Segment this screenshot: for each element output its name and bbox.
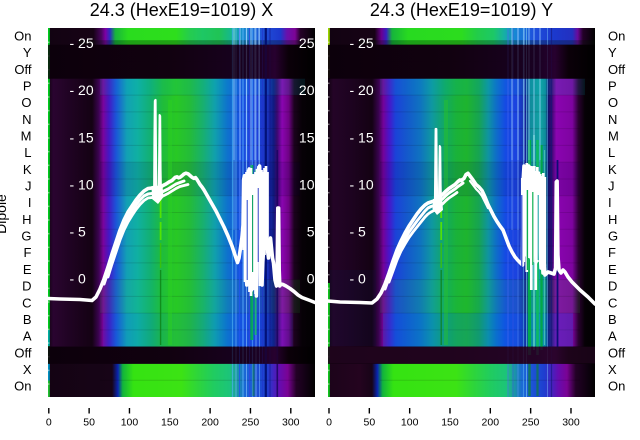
svg-text:250: 250 — [522, 417, 540, 429]
svg-text:Y: Y — [608, 45, 617, 60]
svg-text:P: P — [608, 78, 617, 93]
svg-text:24.3 (HexE19=1019) Y: 24.3 (HexE19=1019) Y — [370, 0, 553, 20]
svg-text:M: M — [608, 128, 619, 143]
svg-text:J: J — [608, 179, 615, 194]
svg-text:200: 200 — [201, 417, 219, 429]
svg-text:200: 200 — [482, 417, 500, 429]
svg-text:O: O — [608, 95, 618, 110]
svg-text:On: On — [14, 28, 31, 43]
svg-text:150: 150 — [161, 417, 179, 429]
svg-text:F: F — [24, 245, 32, 260]
svg-text:X: X — [608, 362, 617, 377]
svg-text:- 15: - 15 — [350, 129, 374, 145]
svg-text:- 25: - 25 — [350, 35, 374, 51]
svg-text:- 20: - 20 — [70, 82, 94, 98]
svg-text:G: G — [21, 229, 31, 244]
svg-text:0: 0 — [46, 417, 52, 429]
svg-text:- 10: - 10 — [70, 176, 94, 192]
svg-text:300: 300 — [282, 417, 300, 429]
svg-text:Off: Off — [14, 345, 31, 360]
svg-text:O: O — [21, 95, 31, 110]
svg-text:0: 0 — [307, 271, 315, 287]
svg-text:On: On — [608, 379, 625, 394]
svg-text:50: 50 — [83, 417, 95, 429]
svg-text:- 10: - 10 — [350, 176, 374, 192]
svg-text:250: 250 — [242, 417, 260, 429]
svg-text:L: L — [608, 145, 615, 160]
svg-text:10: 10 — [299, 176, 315, 192]
svg-text:G: G — [608, 229, 618, 244]
svg-text:A: A — [608, 329, 617, 344]
svg-text:H: H — [22, 212, 31, 227]
svg-text:K: K — [23, 162, 32, 177]
svg-text:I: I — [28, 195, 32, 210]
svg-text:Y: Y — [23, 45, 32, 60]
svg-text:X: X — [23, 362, 32, 377]
svg-text:N: N — [22, 112, 31, 127]
svg-text:K: K — [608, 162, 617, 177]
svg-text:Off: Off — [14, 62, 31, 77]
svg-text:25: 25 — [299, 35, 315, 51]
svg-text:On: On — [14, 379, 31, 394]
svg-text:D: D — [608, 279, 617, 294]
svg-text:E: E — [23, 262, 32, 277]
svg-text:20: 20 — [299, 82, 315, 98]
svg-text:- 0: - 0 — [350, 271, 367, 287]
svg-text:I: I — [608, 195, 612, 210]
svg-text:Off: Off — [608, 62, 625, 77]
svg-text:A: A — [23, 329, 32, 344]
svg-text:J: J — [25, 179, 32, 194]
svg-text:- 0: - 0 — [70, 271, 87, 287]
svg-text:300: 300 — [562, 417, 580, 429]
svg-text:E: E — [608, 262, 617, 277]
svg-text:N: N — [608, 112, 617, 127]
svg-text:100: 100 — [121, 417, 139, 429]
svg-text:Off: Off — [608, 345, 625, 360]
svg-text:B: B — [23, 312, 32, 327]
svg-text:On: On — [608, 28, 625, 43]
svg-text:H: H — [608, 212, 617, 227]
svg-text:5: 5 — [307, 224, 315, 240]
svg-text:M: M — [21, 128, 32, 143]
svg-text:L: L — [24, 145, 31, 160]
svg-text:C: C — [608, 295, 617, 310]
svg-text:24.3 (HexE19=1019) X: 24.3 (HexE19=1019) X — [90, 0, 274, 20]
svg-text:100: 100 — [401, 417, 419, 429]
svg-text:- 5: - 5 — [350, 224, 367, 240]
svg-text:- 5: - 5 — [70, 224, 87, 240]
svg-text:0: 0 — [326, 417, 332, 429]
svg-text:50: 50 — [363, 417, 375, 429]
svg-text:P: P — [23, 78, 32, 93]
svg-text:150: 150 — [441, 417, 459, 429]
svg-text:Dipole: Dipole — [0, 194, 9, 234]
svg-text:C: C — [22, 295, 31, 310]
svg-text:B: B — [608, 312, 617, 327]
svg-text:D: D — [22, 279, 31, 294]
svg-text:- 15: - 15 — [70, 129, 94, 145]
svg-text:15: 15 — [299, 129, 315, 145]
svg-text:- 25: - 25 — [70, 35, 94, 51]
svg-text:F: F — [608, 245, 616, 260]
svg-text:- 20: - 20 — [350, 82, 374, 98]
